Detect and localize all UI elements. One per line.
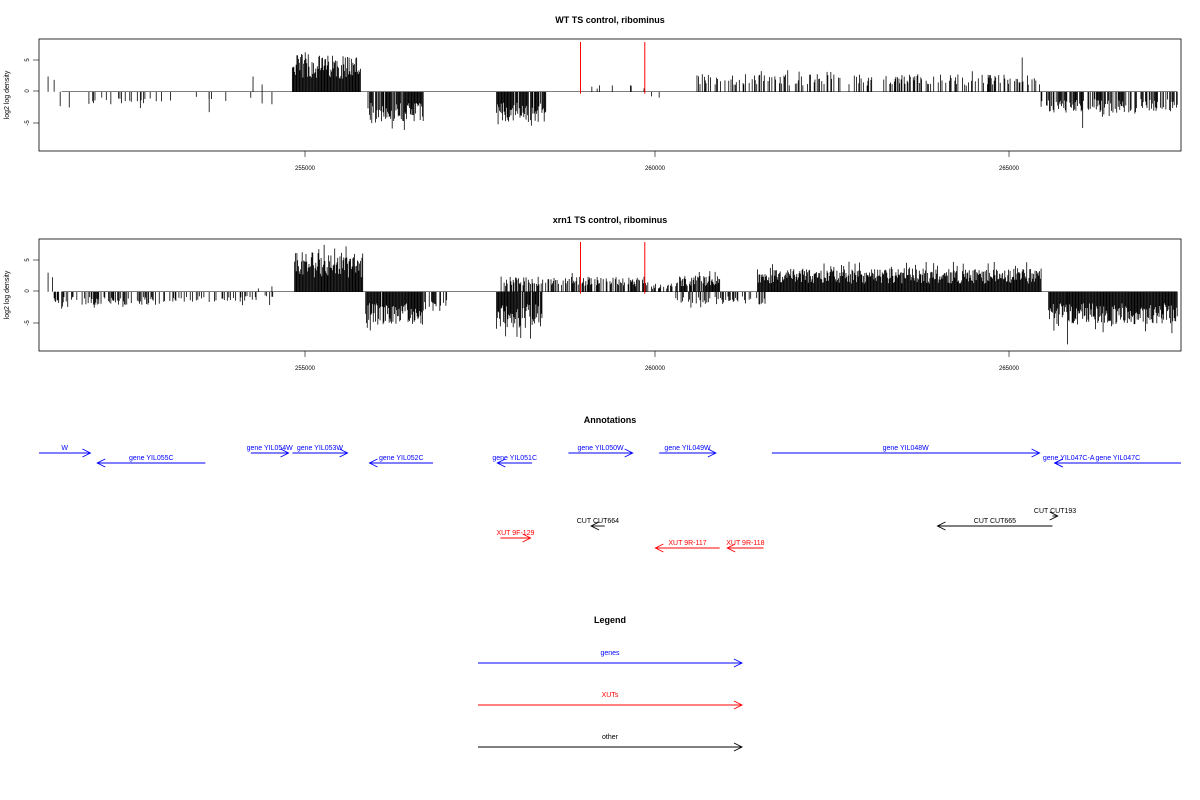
annotation-label: gene YIL049W xyxy=(664,445,711,452)
xrn1-x-tick-label: 260000 xyxy=(645,366,666,372)
legend-label-genes: genes xyxy=(600,650,620,657)
legend-arrowhead-xuts xyxy=(733,700,744,710)
annotation-arrowhead xyxy=(707,448,717,458)
annotation-label: gene YIL055C xyxy=(129,455,174,462)
legend-title: Legend xyxy=(594,615,626,625)
legend-arrowhead-genes xyxy=(733,658,744,668)
legend-label-other: other xyxy=(602,734,619,741)
annotation-label: gene YIL054W xyxy=(247,445,294,452)
wt-y-tick-label: -5 xyxy=(25,120,31,126)
legend-entry-genes: genes xyxy=(478,650,744,668)
annotation-label: CUT CUT665 xyxy=(974,518,1016,525)
xrn1-x-tick-label: 265000 xyxy=(999,366,1020,372)
wt-y-tick-label: 0 xyxy=(25,89,31,93)
annotation-label: gene YIL052C xyxy=(379,455,424,462)
annotation-arrowhead xyxy=(936,521,946,531)
legend-entry-xuts: XUTs xyxy=(478,692,744,710)
annotation-arrowhead xyxy=(726,543,736,553)
annotation-arrowhead xyxy=(1053,458,1063,468)
annotation-label: XUT 9R-118 xyxy=(726,540,764,547)
wt-plot-frame xyxy=(38,38,1182,152)
legend-arrowhead-other xyxy=(733,742,744,752)
xrn1-panel-title: xrn1 TS control, ribominus xyxy=(553,215,668,225)
annotation-arrowhead xyxy=(624,448,634,458)
legend-entry-other: other xyxy=(478,734,744,752)
legend-label-xuts: XUTs xyxy=(602,692,619,699)
wt-x-tick-label: 265000 xyxy=(999,166,1020,172)
annotation-label: gene YIL050W xyxy=(577,445,624,452)
xrn1-x-tick-label: 255000 xyxy=(295,366,316,372)
wt-x-tick-label: 260000 xyxy=(645,166,666,172)
xrn1-y-tick-label: 5 xyxy=(25,258,31,262)
annotation-arrowhead xyxy=(82,448,92,458)
xrn1-density-panel: xrn1 TS control, ribominus log2 log dens… xyxy=(4,215,1182,372)
annotation-arrowhead xyxy=(96,458,106,468)
annotation-arrowhead xyxy=(522,533,532,543)
annotation-label: gene YIL047C xyxy=(1096,455,1141,462)
wt-density-panel: WT TS control, ribominus log2 log densit… xyxy=(4,15,1182,172)
annotation-label: XUT 9R-117 xyxy=(668,540,706,547)
annotation-label: W xyxy=(61,445,68,452)
annotation-arrowhead xyxy=(590,521,600,531)
annotation-arrowhead xyxy=(1031,448,1041,458)
xrn1-density-bars xyxy=(47,242,1178,345)
wt-density-bars xyxy=(47,42,1178,130)
xrn1-y-tick-label: -5 xyxy=(25,320,31,326)
annotation-label: gene YIL053W xyxy=(297,445,344,452)
annotation-label: gene YIL051C xyxy=(492,455,537,462)
wt-x-tick-label: 255000 xyxy=(295,166,316,172)
annotation-arrowhead xyxy=(1049,511,1059,521)
legend: Legend genes XUTs other xyxy=(478,615,744,752)
annotation-label: XUT 9F-129 xyxy=(496,530,534,537)
xrn1-y-axis-label: log2 log density xyxy=(4,270,11,319)
xrn1-y-tick-label: 0 xyxy=(25,289,31,293)
wt-y-tick-label: 5 xyxy=(25,58,31,62)
wt-y-axis-label: log2 log density xyxy=(4,70,11,119)
annotations-title: Annotations xyxy=(584,415,637,425)
annotation-label: CUT CUT664 xyxy=(577,518,619,525)
wt-panel-title: WT TS control, ribominus xyxy=(555,15,665,25)
annotation-label: CUT CUT193 xyxy=(1034,508,1076,515)
xrn1-plot-frame xyxy=(38,238,1182,352)
annotation-label: gene YIL048W xyxy=(883,445,930,452)
annotation-arrowhead xyxy=(280,448,290,458)
annotation-arrowhead xyxy=(654,543,664,553)
annotation-arrowhead xyxy=(339,448,349,458)
annotation-label: gene YIL047C-A xyxy=(1043,455,1095,462)
annotation-arrowhead xyxy=(496,458,506,468)
annotation-arrowhead xyxy=(368,458,378,468)
